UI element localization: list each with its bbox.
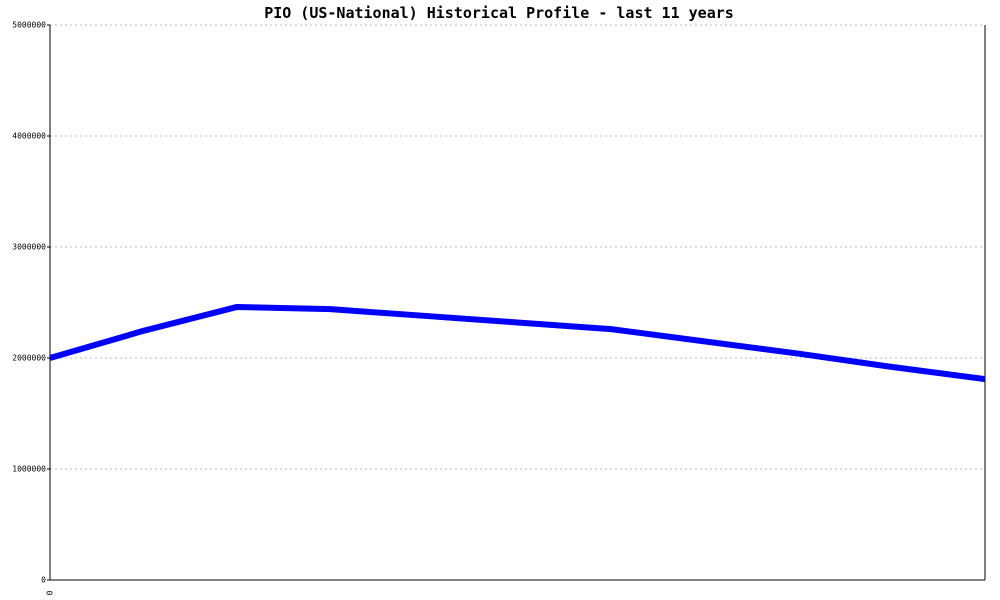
chart-title: PIO (US-National) Historical Profile - l…	[264, 4, 734, 22]
y-tick-label: 5000000	[12, 21, 46, 30]
y-tick-label: 4000000	[12, 132, 46, 141]
x-tick-label: 0	[46, 590, 55, 595]
y-tick-label: 3000000	[12, 243, 46, 252]
y-tick-label: 2000000	[12, 354, 46, 363]
y-tick-label: 1000000	[12, 465, 46, 474]
y-tick-label: 0	[41, 576, 46, 585]
line	[49, 303, 986, 383]
